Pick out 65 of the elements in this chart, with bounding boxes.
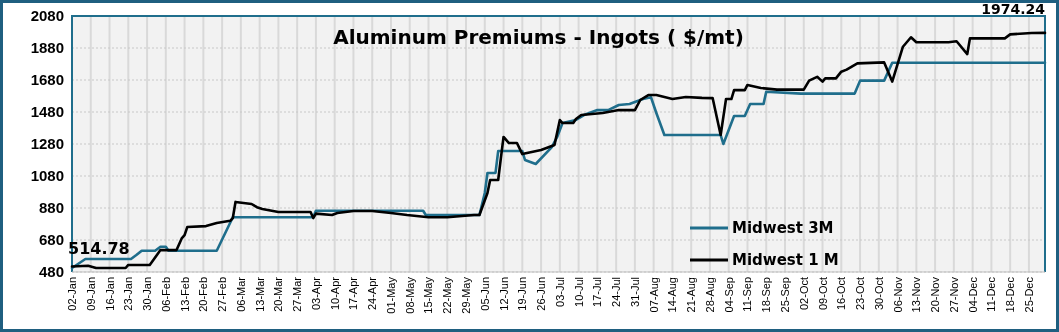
legend-label: Midwest 3M — [732, 219, 834, 238]
y-tick-label: 1480 — [30, 103, 64, 121]
x-tick-label: 08-May — [403, 276, 416, 314]
x-tick-label: 12-Jun — [497, 277, 510, 311]
x-tick-label: 15-May — [422, 276, 435, 314]
x-tick-label: 16-Oct — [835, 277, 848, 311]
x-tick-label: 21-Aug — [685, 277, 698, 313]
y-tick-label: 1880 — [30, 39, 64, 57]
x-tick-label: 27-Feb — [216, 277, 229, 312]
x-tick-label: 24-Jul — [610, 277, 623, 307]
x-tick-label: 09-Oct — [816, 277, 829, 311]
x-tick-label: 04-Sep — [722, 277, 735, 313]
y-tick-label: 2080 — [30, 7, 64, 25]
y-tick-label: 880 — [38, 199, 64, 217]
x-tick-label: 28-Aug — [703, 277, 716, 313]
x-tick-label: 30-Oct — [872, 277, 885, 311]
x-tick-label: 31-Jul — [628, 277, 641, 307]
x-tick-label: 30-Jan — [141, 277, 154, 311]
x-tick-label: 16-Jan — [103, 277, 116, 311]
x-tick-label: 14-Aug — [666, 277, 679, 313]
x-tick-label: 20-Mar — [272, 276, 285, 312]
x-tick-label: 03-Apr — [309, 276, 322, 311]
x-tick-label: 29-May — [460, 276, 473, 314]
y-tick-label: 680 — [38, 231, 64, 249]
x-tick-label: 10-Jul — [572, 277, 585, 307]
text: Aluminum Premiums - Ingots ( $/mt) — [333, 25, 744, 49]
x-tick-label: 18-Sep — [760, 277, 773, 313]
y-tick-label: 480 — [38, 263, 64, 281]
x-tick-label: 22-May — [441, 276, 454, 314]
x-tick-label: 23-Jan — [122, 277, 135, 311]
y-tick-label: 1080 — [30, 167, 64, 185]
x-tick-label: 03-Jul — [553, 277, 566, 307]
x-tick-label: 19-Jun — [516, 277, 529, 311]
x-tick-label: 07-Aug — [647, 277, 660, 313]
x-tick-label: 11-Dec — [985, 276, 998, 312]
x-tick-label: 23-Oct — [854, 277, 867, 311]
x-tick-label: 13-Mar — [253, 276, 266, 312]
x-tick-label: 25-Sep — [779, 277, 791, 313]
x-tick-label: 02-Jan — [66, 277, 78, 311]
x-tick-label: 10-Apr — [328, 276, 341, 311]
x-tick-label: 27-Nov — [947, 276, 960, 313]
x-tick-label: 25-Dec — [1022, 276, 1035, 313]
x-tick-label: 06-Nov — [891, 276, 904, 313]
x-tick-label: 06-Mar — [234, 276, 247, 312]
x-tick-label: 24-Apr — [366, 276, 379, 311]
x-tick-label: 02-Oct — [797, 277, 810, 311]
x-tick-label: 09-Jan — [84, 277, 97, 311]
x-tick-label: 17-Jul — [591, 277, 604, 307]
y-tick-label: 1280 — [30, 135, 64, 153]
x-tick-label: 13-Feb — [178, 277, 191, 312]
x-tick-label: 18-Dec — [1004, 276, 1017, 313]
x-tick-label: 06-Feb — [159, 277, 172, 312]
x-tick-label: 13-Nov — [910, 276, 923, 313]
x-tick-label: 05-Jun — [478, 277, 491, 311]
x-tick-label: 26-Jun — [535, 277, 548, 311]
x-tick-label: 20-Feb — [197, 277, 210, 312]
y-tick-label: 1680 — [30, 71, 64, 89]
x-tick-label: 20-Nov — [929, 276, 942, 313]
legend-label: Midwest 1 M — [732, 251, 839, 270]
x-tick-label: 01-May — [384, 276, 397, 314]
x-tick-label: 11-Sep — [741, 277, 754, 312]
x-tick-label: 17-Apr — [347, 276, 360, 311]
x-tick-label: 27-Mar — [291, 276, 304, 312]
x-tick-label: 04-Dec — [966, 276, 979, 313]
annotation: 1974.24 — [981, 0, 1046, 17]
